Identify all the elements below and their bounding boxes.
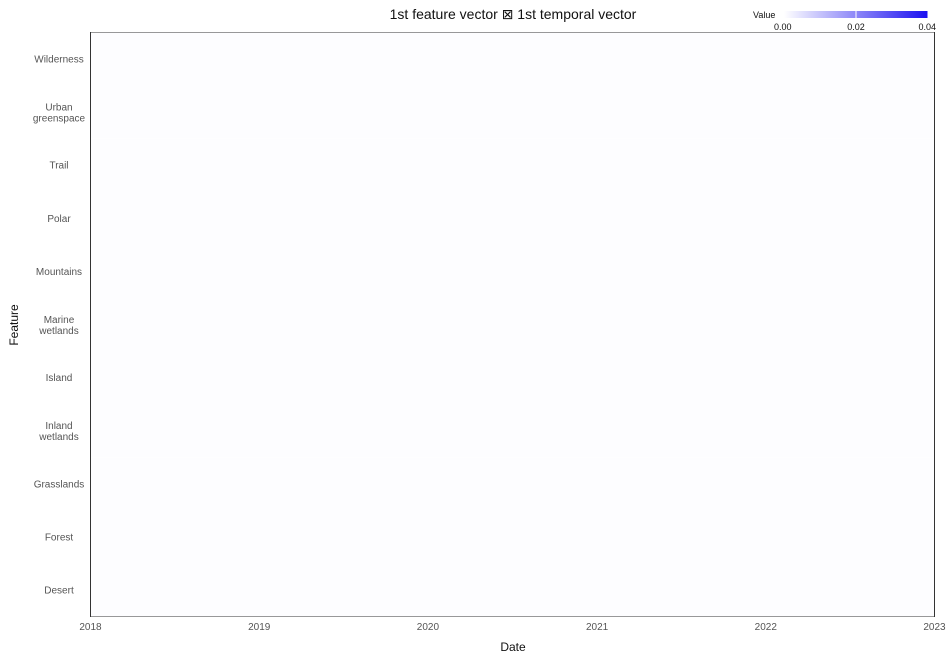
heatmap-row-marine-wetlands — [91, 297, 934, 352]
chart-title: 1st feature vector ⊠ 1st temporal vector — [390, 6, 637, 22]
legend-tick-label: 0.04 — [918, 22, 936, 32]
heatmap-row-desert — [91, 563, 934, 617]
y-tick-label: Desert — [44, 585, 74, 596]
legend-title: Value — [753, 10, 775, 20]
legend-tick-label: 0.00 — [774, 22, 792, 32]
x-tick-label: 2023 — [923, 622, 946, 633]
x-tick-label: 2020 — [417, 622, 440, 633]
heatmap-row-forest — [91, 510, 934, 564]
x-axis-ticks: 2018 2019 2020 2021 2022 2023 — [79, 622, 946, 633]
y-axis-ticks: Wilderness Urban greenspace Trail Polar Mount… — [33, 55, 86, 597]
x-tick-label: 2022 — [755, 622, 778, 633]
legend-tick-label: 0.02 — [847, 22, 865, 32]
y-tick-label: Urban greenspace — [33, 103, 86, 125]
color-legend: Value 0.00 0.02 0.04 — [753, 10, 936, 32]
y-tick-label: Island — [46, 373, 73, 384]
heatmap-row-island — [91, 351, 934, 405]
x-tick-label: 2018 — [79, 622, 102, 633]
y-tick-label: Inland wetlands — [38, 421, 78, 443]
heatmap-row-trail — [91, 138, 934, 192]
heatmap-row-inland-wetlands — [91, 404, 934, 458]
y-axis-label: Feature — [7, 304, 21, 346]
heatmap-row-urban-greenspace — [91, 85, 934, 139]
y-tick-label: Mountains — [36, 267, 82, 278]
heatmap-cells — [91, 32, 934, 617]
y-tick-label: Polar — [47, 214, 71, 225]
x-tick-label: 2021 — [586, 622, 609, 633]
heatmap-row-wilderness — [91, 32, 934, 86]
y-tick-label: Forest — [45, 532, 74, 543]
heatmap-row-mountains — [91, 244, 934, 298]
heatmap-row-grasslands — [91, 457, 934, 511]
x-axis-label: Date — [500, 640, 526, 654]
y-tick-label: Marine wetlands — [38, 315, 78, 337]
y-tick-label: Grasslands — [34, 479, 85, 490]
y-tick-label: Wilderness — [34, 55, 83, 66]
y-tick-label: Trail — [49, 161, 68, 172]
x-tick-label: 2019 — [248, 622, 271, 633]
heatmap-row-polar — [91, 191, 934, 245]
